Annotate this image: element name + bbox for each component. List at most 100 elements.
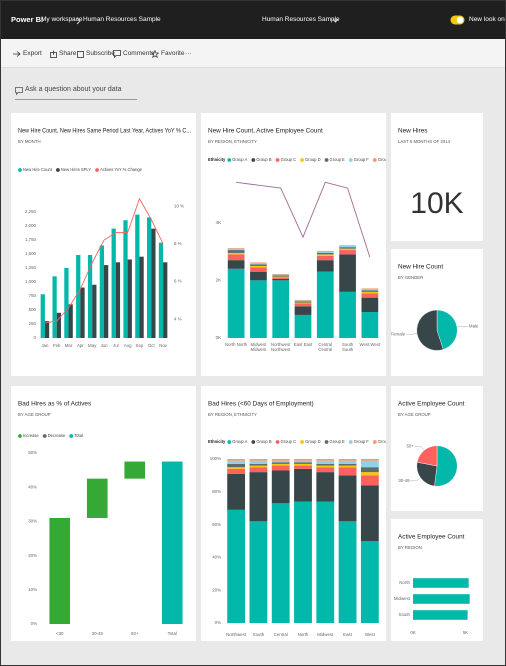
tile[interactable]: New Hire Count BY GENDER Male Female — [391, 249, 483, 376]
legend-marker — [227, 440, 232, 444]
bar-segment — [360, 467, 379, 473]
bar — [76, 255, 81, 338]
bar-segment — [361, 290, 379, 292]
new-look-toggle[interactable] — [450, 15, 465, 25]
x-tick-label: West — [365, 632, 376, 637]
legend-marker — [348, 440, 353, 444]
bar — [44, 321, 50, 338]
x-tick-label: Total — [168, 631, 177, 636]
bar-segment — [272, 278, 290, 281]
share-button[interactable]: Share — [59, 50, 77, 57]
tile-subtitle: BY AGE GROUP — [18, 412, 51, 417]
x-tick-label: Central — [274, 632, 288, 637]
bar-segment — [249, 460, 268, 464]
legend-marker — [95, 168, 99, 172]
x-tick-label: 5K — [463, 630, 468, 635]
x-tick-label-box: Northwest Northwest — [271, 342, 291, 352]
bar — [80, 287, 85, 338]
tile[interactable]: New Hire Count, New Hires Same Period La… — [11, 113, 196, 376]
y-tick-label: 40% — [28, 484, 37, 489]
y-tick-label: 0K — [216, 335, 221, 340]
tile[interactable]: New Hire Count, Active Employee Count BY … — [201, 113, 386, 376]
x-tick-label: Northwest — [226, 632, 247, 637]
x-tick-label: West West — [359, 342, 381, 347]
tile[interactable]: Bad Hires as % of Actives BY AGE GROUP Inc… — [11, 386, 196, 641]
bar-segment — [250, 263, 267, 265]
tile-chart: New Hire Count BY GENDER Male Female — [391, 264, 479, 351]
legend-marker — [227, 158, 232, 162]
bar-segment — [316, 460, 335, 464]
bar-segment — [271, 459, 290, 461]
y-tick-label: 0% — [31, 621, 37, 626]
y-tick-label: 60% — [212, 522, 221, 527]
tile-subtitle: BY GENDER — [398, 275, 423, 280]
y-tick-label: 750 — [29, 293, 37, 298]
report-menu-chevron[interactable] — [332, 18, 339, 24]
legend-marker — [300, 440, 304, 444]
tile-title: New Hire Count, Active Employee Count — [208, 128, 323, 135]
comments-button[interactable]: Comments — [123, 50, 155, 57]
tile[interactable]: Bad Hires (<60 Days of Employment) BY REG… — [201, 386, 386, 641]
subscribe-button[interactable]: Subscribe — [86, 50, 115, 57]
bar — [123, 220, 128, 338]
bar-segment — [250, 264, 267, 266]
bar — [163, 262, 168, 338]
legend-marker — [251, 440, 256, 444]
y-tick-label: 1,750 — [25, 237, 37, 242]
export-button[interactable]: Export — [23, 50, 42, 57]
bar — [127, 259, 132, 338]
report-menu[interactable]: Human Resources Sample — [262, 16, 340, 23]
waterfall-bar — [86, 478, 108, 518]
card-value: 10K — [410, 187, 463, 220]
more-button[interactable]: ··· — [185, 50, 192, 57]
bar-segment — [338, 521, 357, 623]
bar-segment — [227, 248, 245, 249]
favorite-button[interactable]: Favorite — [161, 50, 185, 57]
bar — [68, 304, 73, 338]
legend-label: Group C — [281, 157, 297, 162]
bar — [139, 256, 144, 338]
x-tick-label: Northwest Northwest — [271, 342, 291, 352]
legend-label: Group D — [305, 439, 321, 444]
bar — [40, 294, 45, 338]
bar-segment — [227, 509, 246, 623]
y-tick-label: 2K — [216, 277, 221, 282]
x-tick-label: 0K — [410, 630, 415, 635]
subscribe-icon — [77, 51, 84, 58]
legend-marker — [300, 158, 304, 162]
y2-tick-label: 6 % — [174, 279, 182, 284]
bar-segment — [272, 274, 290, 276]
bar-segment — [227, 468, 246, 474]
tile-subtitle: LAST 6 MONTHS OF 2014 — [398, 139, 451, 144]
x-tick-label: East — [343, 632, 353, 637]
app-name[interactable]: Power BI — [11, 15, 44, 24]
tile[interactable]: Active Employee Count BY REGION North Midwe… — [391, 519, 483, 641]
bar — [151, 228, 156, 338]
bar-segment — [338, 465, 357, 468]
tile[interactable]: Active Employee Count BY AGE GROUP 30-49 50… — [391, 386, 483, 511]
x-tick-label-box: Midwest Midwest — [251, 342, 267, 352]
bar-segment — [339, 254, 356, 292]
breadcrumb-report[interactable]: Human Resources Sample — [83, 16, 161, 23]
tile[interactable]: New Hires LAST 6 MONTHS OF 2014 10K — [391, 113, 483, 241]
x-tick-label: <30 — [56, 631, 64, 636]
bar-segment — [316, 467, 335, 473]
bar-segment — [294, 314, 312, 338]
bar — [147, 217, 152, 338]
bar-segment — [250, 267, 267, 272]
bar — [115, 262, 121, 338]
bar-segment — [271, 463, 290, 466]
x-tick-label-box: North North — [225, 342, 247, 347]
x-tick-label: Sep — [136, 343, 144, 348]
x-tick-label: Aug — [124, 343, 132, 348]
x-tick-label: Apr — [77, 343, 84, 348]
legend-marker — [251, 158, 256, 162]
bar-segment — [227, 252, 245, 255]
breadcrumb-separator — [76, 17, 81, 25]
bar-segment — [361, 293, 379, 298]
pie-label: 50+ — [406, 444, 414, 449]
breadcrumb-workspace[interactable]: My workspace — [41, 16, 83, 23]
qna-box[interactable]: Ask a question about your data — [15, 83, 137, 100]
x-tick-label-box: Central Central — [318, 342, 332, 352]
